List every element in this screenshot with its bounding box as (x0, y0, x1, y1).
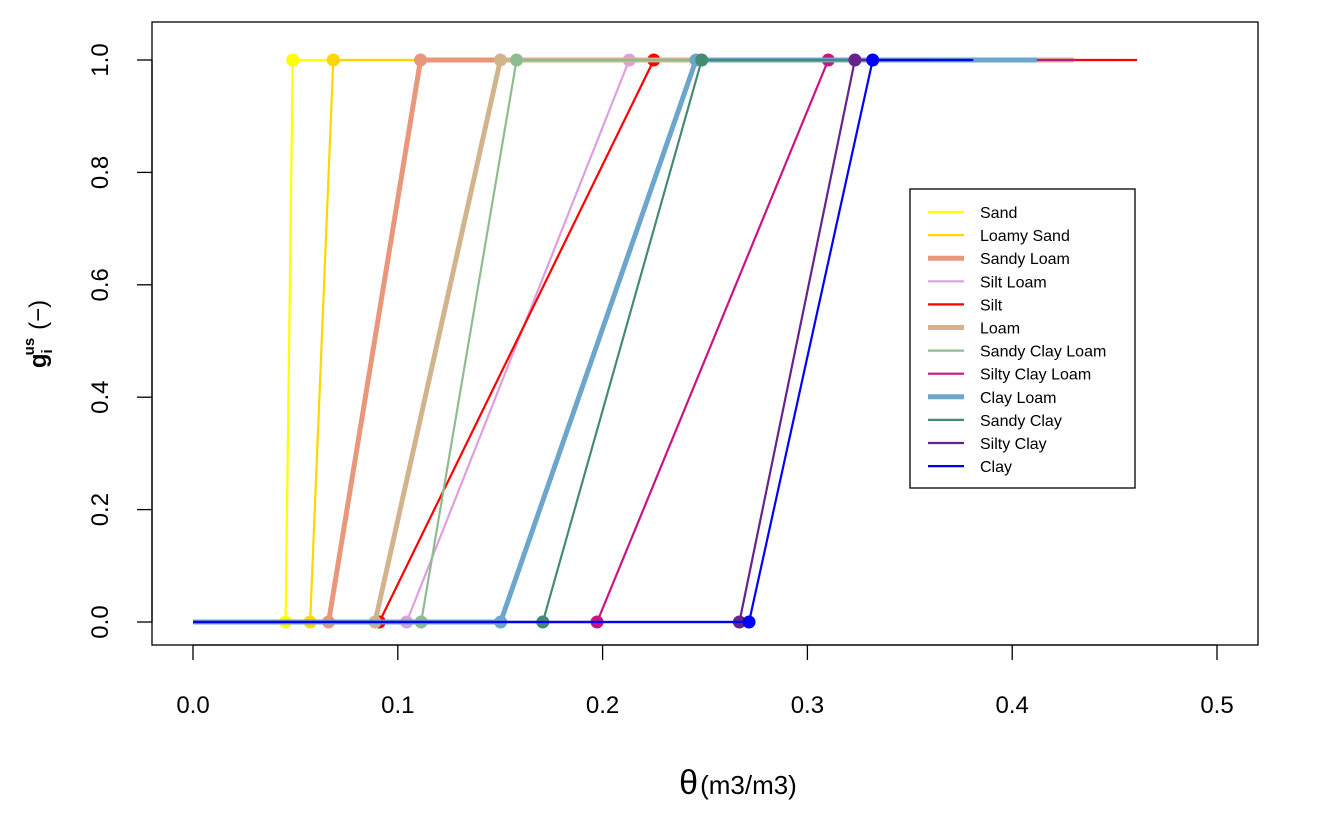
y-axis: 0.0 0.2 0.4 0.6 0.8 1.0 (87, 43, 153, 639)
legend-label: Silty Clay Loam (980, 367, 1091, 384)
y-label-main: g (25, 354, 52, 369)
svg-text:gius(−): gius (−) (21, 300, 56, 368)
data-point (866, 53, 880, 67)
y-label-unit: (−) (25, 300, 52, 330)
legend-label: Clay (980, 459, 1012, 476)
y-tick-label: 0.2 (87, 493, 114, 526)
series-loamy-sand (193, 53, 1033, 629)
legend-label: Clay Loam (980, 390, 1056, 407)
legend-box (909, 188, 1136, 489)
series-silty-clay (193, 53, 931, 629)
legend-label: Sandy Clay Loam (980, 344, 1106, 361)
legend: Sand Loamy Sand Sandy Loam Silt Loam Silt Loa… (909, 188, 1136, 489)
y-tick-label: 0.4 (87, 381, 114, 414)
y-tick-label: 0.8 (87, 156, 114, 189)
data-point (493, 53, 507, 67)
series-clay (193, 53, 974, 629)
y-tick-label: 0.0 (87, 605, 114, 638)
data-point (848, 53, 862, 67)
series-line (193, 58, 931, 624)
legend-label: Silty Clay (980, 436, 1047, 453)
x-tick-label: 0.4 (996, 692, 1029, 719)
legend-label: Sandy Loam (980, 251, 1070, 268)
x-tick-label: 0.5 (1200, 692, 1233, 719)
x-tick-label: 0.3 (791, 692, 824, 719)
data-point (286, 53, 300, 67)
x-axis-label: θ(m3/m3) (679, 764, 797, 802)
y-tick-label: 1.0 (87, 43, 114, 76)
legend-label: Loam (980, 321, 1020, 338)
series-line (193, 58, 974, 624)
x-tick-label: 0.0 (176, 692, 209, 719)
x-tick-label: 0.2 (586, 692, 619, 719)
x-axis-label-symbol: θ (679, 764, 698, 802)
data-point (510, 53, 524, 67)
data-point (326, 53, 340, 67)
y-axis-label: gius (−) (21, 300, 56, 368)
data-point (414, 53, 428, 67)
data-point (695, 53, 709, 67)
x-tick-label: 0.1 (381, 692, 414, 719)
legend-label: Silt Loam (980, 274, 1047, 291)
x-axis-label-unit: (m3/m3) (700, 770, 797, 800)
y-label-sup: us (21, 338, 38, 356)
y-tick-label: 0.6 (87, 268, 114, 301)
series-sandy-loam (193, 53, 1033, 629)
legend-label: Silt (980, 297, 1003, 314)
series-layer (193, 53, 1138, 629)
y-label-sub: i (39, 349, 56, 353)
x-axis: 0.0 0.1 0.2 0.3 0.4 0.5 (176, 644, 1234, 719)
data-point (742, 615, 756, 629)
legend-label: Sandy Clay (980, 413, 1062, 430)
legend-label: Sand (980, 205, 1017, 222)
legend-label: Loamy Sand (980, 228, 1070, 245)
